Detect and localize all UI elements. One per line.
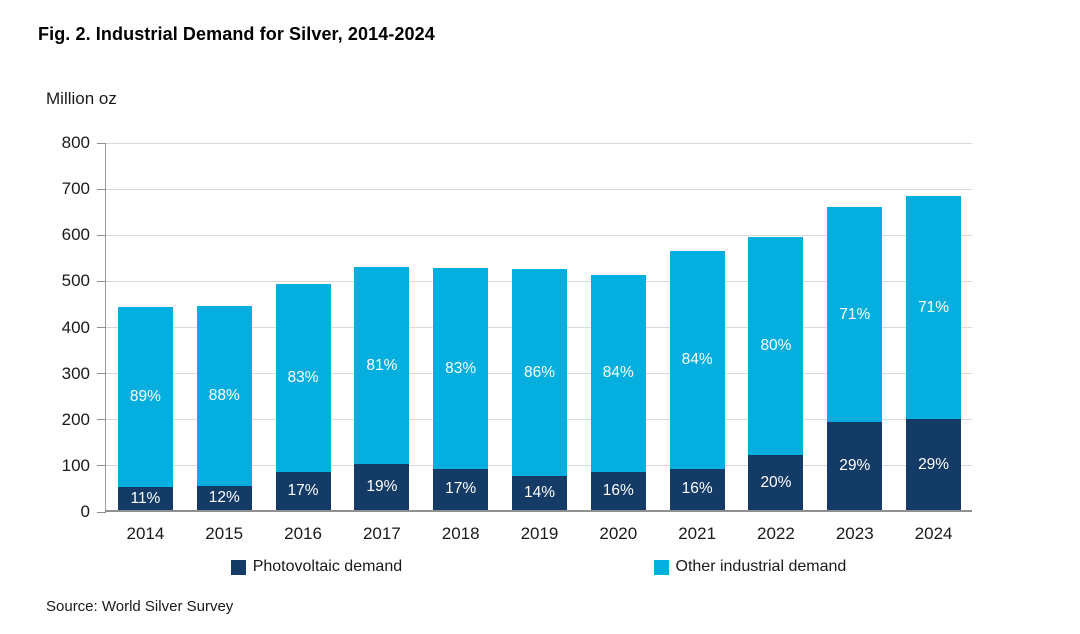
source-note: Source: World Silver Survey — [46, 598, 234, 615]
legend-label-other-industrial: Other industrial demand — [675, 558, 847, 575]
segment-percentage-label: 88% — [208, 386, 240, 404]
bar-segment-photovoltaic: 12% — [196, 485, 252, 510]
bar-segment-photovoltaic: 29% — [906, 419, 962, 510]
y-tick-label: 600 — [61, 225, 90, 245]
x-tick-label: 2022 — [757, 524, 795, 543]
segment-percentage-label: 80% — [760, 336, 792, 354]
segment-percentage-label: 11% — [130, 489, 161, 507]
grid-line — [106, 142, 972, 144]
y-axis-tick — [97, 465, 106, 467]
bar-segment-photovoltaic: 17% — [275, 471, 331, 510]
segment-percentage-label: 83% — [445, 359, 477, 377]
segment-percentage-label: 19% — [366, 477, 398, 495]
bar-segment-other-industrial: 80% — [748, 236, 804, 456]
x-tick-label: 2017 — [362, 524, 401, 543]
legend-label-photovoltaic: Photovoltaic demand — [252, 558, 403, 575]
segment-percentage-label: 16% — [602, 482, 634, 500]
y-axis-tick — [97, 280, 106, 282]
x-tick-label: 2020 — [599, 524, 638, 543]
segment-percentage-label: 86% — [523, 363, 556, 381]
y-tick-label: 500 — [61, 271, 90, 291]
segment-percentage-label: 71% — [918, 298, 950, 316]
y-tick-label: 700 — [61, 179, 90, 199]
bar-segment-other-industrial: 86% — [512, 268, 567, 477]
bar-segment-photovoltaic: 16% — [669, 468, 725, 510]
x-tick-label: 2018 — [441, 524, 480, 543]
chart-title: Fig. 2. Industrial Demand for Silver, 20… — [38, 24, 435, 44]
x-tick-label: 2019 — [520, 524, 559, 543]
bar-segment-other-industrial: 71% — [906, 196, 962, 420]
bar-segment-other-industrial: 89% — [117, 306, 173, 488]
segment-percentage-label: 14% — [523, 484, 556, 502]
bar-segment-photovoltaic: 11% — [117, 487, 173, 510]
y-axis-tick — [97, 234, 106, 236]
y-tick-label: 100 — [61, 455, 90, 475]
legend-item-photovoltaic: Photovoltaic demand — [230, 558, 403, 576]
y-tick-label: 300 — [61, 363, 90, 383]
segment-percentage-label: 16% — [681, 480, 713, 498]
segment-percentage-label: 84% — [602, 364, 634, 382]
bar-segment-other-industrial: 71% — [827, 206, 883, 423]
segment-percentage-label: 84% — [681, 350, 713, 368]
bar-segment-other-industrial: 88% — [196, 305, 252, 486]
y-axis-tick — [97, 188, 106, 190]
bar-segment-other-industrial: 81% — [354, 267, 410, 464]
y-axis-tick — [97, 419, 106, 421]
x-tick-label: 2021 — [678, 524, 717, 543]
segment-percentage-label: 17% — [287, 481, 319, 499]
y-axis-tick — [97, 511, 106, 513]
bar-segment-other-industrial: 83% — [275, 284, 331, 472]
segment-percentage-label: 89% — [129, 388, 161, 405]
y-tick-label: 0 — [80, 502, 90, 521]
y-tick-label: 200 — [61, 409, 90, 429]
y-tick-label: 400 — [61, 317, 90, 337]
segment-percentage-label: 17% — [445, 480, 477, 498]
x-tick-label: 2024 — [914, 524, 953, 543]
y-tick-label: 800 — [61, 133, 90, 152]
bar-segment-photovoltaic: 16% — [590, 472, 646, 510]
bar-segment-photovoltaic: 19% — [354, 463, 410, 510]
bar-segment-photovoltaic: 29% — [827, 422, 883, 510]
bar-segment-other-industrial: 83% — [433, 268, 489, 469]
x-tick-label: 2016 — [284, 524, 322, 543]
bar-segment-photovoltaic: 14% — [512, 476, 567, 510]
y-axis-tick — [97, 142, 106, 144]
x-tick-label: 2015 — [205, 524, 244, 543]
y-axis-tick — [97, 327, 106, 328]
x-tick-label: 2023 — [835, 524, 874, 543]
legend-swatch-other-industrial — [653, 559, 669, 575]
grid-line — [106, 188, 972, 190]
plot-area: 0 100 200 300 400 500 600 700 800 11% 89% 2014 12% 88… — [62, 133, 972, 543]
legend-swatch-photovoltaic — [230, 559, 246, 575]
segment-percentage-label: 71% — [839, 305, 871, 323]
segment-percentage-label: 12% — [208, 488, 240, 506]
y-axis-tick — [97, 373, 106, 375]
segment-percentage-label: 81% — [366, 356, 398, 374]
segment-percentage-label: 29% — [839, 457, 871, 475]
bar-segment-photovoltaic: 17% — [433, 468, 489, 510]
legend: Photovoltaic demand Other industrial dem… — [105, 558, 972, 576]
bar-segment-photovoltaic: 20% — [748, 455, 804, 510]
bar-segment-other-industrial: 84% — [669, 250, 725, 469]
segment-percentage-label: 29% — [918, 455, 950, 473]
y-axis-unit-label: Million oz — [46, 89, 117, 108]
legend-item-other-industrial: Other industrial demand — [653, 558, 847, 576]
bar-segment-other-industrial: 84% — [590, 274, 646, 473]
segment-percentage-label: 83% — [287, 369, 319, 387]
x-tick-label: 2014 — [126, 524, 165, 543]
segment-percentage-label: 20% — [760, 473, 792, 491]
grid-line — [106, 234, 972, 236]
